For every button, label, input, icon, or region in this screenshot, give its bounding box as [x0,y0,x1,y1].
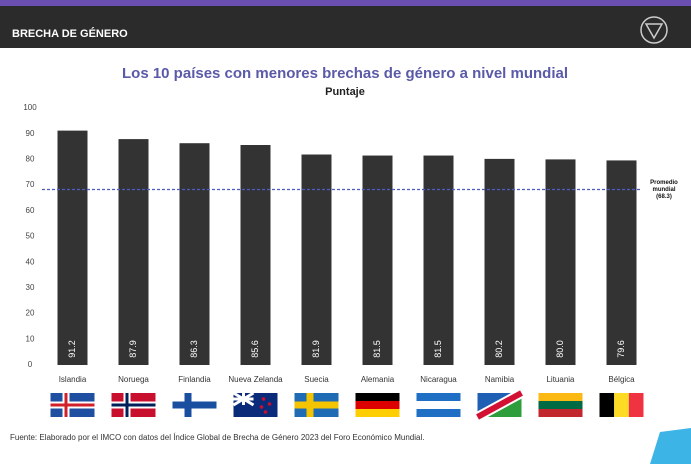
flag [172,393,217,417]
header-title: BRECHA DE GÉNERO [12,27,128,40]
flag-star [259,405,264,409]
bar [423,155,454,365]
bar [118,139,149,365]
value-label: 91.2 [67,340,77,358]
flag-stripe [355,401,400,409]
y-tick-label: 90 [26,129,35,138]
x-tick-label: Lituania [546,375,575,384]
chart-subtitle: Puntaje [325,86,365,98]
y-tick-label: 10 [26,334,35,343]
bar [545,159,576,365]
flag [232,391,278,417]
y-tick-label: 80 [26,155,35,164]
header-bar [0,6,691,48]
flag-cross [172,403,217,407]
logo-shape [650,428,691,464]
flag-cross [111,403,156,407]
flag-stripe [355,393,400,401]
chart-title: Los 10 países con menores brechas de gén… [122,65,568,82]
flag [599,393,644,417]
flag-stripe [599,393,615,417]
top-stripe [0,0,691,6]
x-tick-label: Alemania [361,375,395,384]
y-tick-label: 30 [26,283,35,292]
x-tick-label: Islandia [59,375,87,384]
bar [179,143,210,365]
flag-star [263,410,268,414]
flag-stripe [416,401,461,409]
flag-star [267,402,272,406]
flag-band [476,390,523,420]
reference-label: Promedio [650,180,678,186]
y-tick-label: 60 [26,206,35,215]
flag-cross [294,403,339,407]
x-tick-label: Noruega [118,375,149,384]
bar [57,130,88,365]
logo-icon [640,16,668,44]
bar [606,160,637,365]
y-tick-label: 20 [26,309,35,318]
value-label: 86.3 [189,340,199,358]
x-tick-label: Finlandia [178,375,211,384]
value-label: 81.5 [433,340,443,358]
bar [240,145,271,365]
y-tick-label: 50 [26,232,35,241]
value-label: 81.5 [372,340,382,358]
y-tick-label: 100 [23,103,37,112]
y-tick-label: 40 [26,257,35,266]
value-label: 81.9 [311,340,321,358]
bar [484,158,515,365]
y-tick-label: 70 [26,180,35,189]
x-tick-label: Nueva Zelanda [228,375,283,384]
flag [111,393,156,417]
reference-label: mundial [652,187,675,193]
x-tick-label: Suecia [304,375,329,384]
bar [301,154,332,365]
value-label: 85.6 [250,340,260,358]
flag [50,393,95,417]
flag [538,393,583,417]
flag-stripe [628,393,644,417]
flag-stripe [538,401,583,409]
source-note: Fuente: Elaborado por el IMCO con datos … [10,433,424,442]
x-tick-label: Namibia [485,375,515,384]
x-tick-label: Bélgica [608,375,635,384]
flag-cross [50,403,95,407]
flag-union [232,391,255,407]
bar [362,155,393,365]
flag-stripe [355,409,400,417]
y-tick-label: 0 [28,360,33,369]
value-label: 80.0 [555,340,565,358]
flag [475,388,524,422]
value-label: 87.9 [128,340,138,358]
flag [294,393,339,417]
flag-stripe [538,409,583,417]
flag [355,393,400,417]
value-label: 79.6 [616,340,626,358]
reference-label: (68.3) [656,194,672,200]
flag-stripe [416,409,461,417]
flag-star [261,397,266,401]
flag [416,393,461,417]
x-tick-label: Nicaragua [420,375,457,384]
value-label: 80.2 [494,340,504,358]
flag-stripe [614,393,629,417]
flag-stripe [416,393,461,401]
flag-stripe [538,393,583,401]
